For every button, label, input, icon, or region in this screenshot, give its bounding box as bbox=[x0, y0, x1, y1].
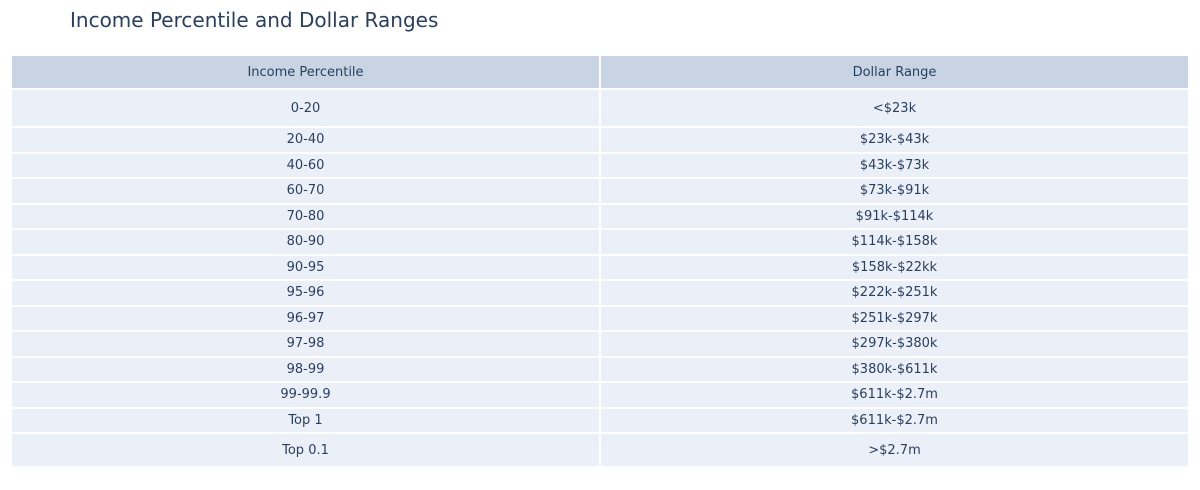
table-cell: 97-98 bbox=[10, 330, 601, 358]
table-cell: 20-40 bbox=[10, 126, 601, 154]
table-cell: $23k-$43k bbox=[599, 126, 1190, 154]
table-cell: 98-99 bbox=[10, 355, 601, 383]
table-cell: $91k-$114k bbox=[599, 202, 1190, 230]
table-row: 80-90 $114k-$158k bbox=[10, 228, 1190, 256]
table-cell: 99-99.9 bbox=[10, 381, 601, 409]
table-cell: <$23k bbox=[599, 88, 1190, 128]
table-cell: 0-20 bbox=[10, 88, 601, 128]
table-cell: $611k-$2.7m bbox=[599, 406, 1190, 434]
table-cell: >$2.7m bbox=[599, 432, 1190, 468]
table-cell: 60-70 bbox=[10, 177, 601, 205]
header-cell: Income Percentile bbox=[10, 54, 601, 90]
table-cell: 40-60 bbox=[10, 151, 601, 179]
table-row: 40-60 $43k-$73k bbox=[10, 151, 1190, 179]
table-row: 95-96 $222k-$251k bbox=[10, 279, 1190, 307]
table-row: 99-99.9 $611k-$2.7m bbox=[10, 381, 1190, 409]
header-row: Income Percentile Dollar Range bbox=[10, 54, 1190, 90]
table-cell: 95-96 bbox=[10, 279, 601, 307]
table-cell: Top 0.1 bbox=[10, 432, 601, 468]
table-cell: $158k-$22kk bbox=[599, 253, 1190, 281]
table-cell: 70-80 bbox=[10, 202, 601, 230]
table-cell: $43k-$73k bbox=[599, 151, 1190, 179]
table-body: 0-20 <$23k 20-40 $23k-$43k 40-60 $43k-$73k 60-… bbox=[10, 88, 1190, 468]
table-cell: $251k-$297k bbox=[599, 304, 1190, 332]
table-cell: $114k-$158k bbox=[599, 228, 1190, 256]
table-row: 98-99 $380k-$611k bbox=[10, 355, 1190, 383]
table-row: 90-95 $158k-$22kk bbox=[10, 253, 1190, 281]
table-row: 96-97 $251k-$297k bbox=[10, 304, 1190, 332]
table-cell: 80-90 bbox=[10, 228, 601, 256]
table-row: Top 1 $611k-$2.7m bbox=[10, 406, 1190, 434]
table-row: Top 0.1 >$2.7m bbox=[10, 432, 1190, 468]
table-row: 70-80 $91k-$114k bbox=[10, 202, 1190, 230]
header-cell: Dollar Range bbox=[599, 54, 1190, 90]
table-row: 60-70 $73k-$91k bbox=[10, 177, 1190, 205]
data-table: Income Percentile Dollar Range 0-20 <$23k 2… bbox=[10, 54, 1190, 468]
table-cell: $297k-$380k bbox=[599, 330, 1190, 358]
table-cell: $73k-$91k bbox=[599, 177, 1190, 205]
table-cell: 96-97 bbox=[10, 304, 601, 332]
table-row: 0-20 <$23k bbox=[10, 88, 1190, 128]
table-cell: 90-95 bbox=[10, 253, 601, 281]
table-row: 20-40 $23k-$43k bbox=[10, 126, 1190, 154]
table-row: 97-98 $297k-$380k bbox=[10, 330, 1190, 358]
table-cell: Top 1 bbox=[10, 406, 601, 434]
table-cell: $611k-$2.7m bbox=[599, 381, 1190, 409]
table-cell: $222k-$251k bbox=[599, 279, 1190, 307]
table-cell: $380k-$611k bbox=[599, 355, 1190, 383]
table-title: Income Percentile and Dollar Ranges bbox=[70, 8, 439, 32]
